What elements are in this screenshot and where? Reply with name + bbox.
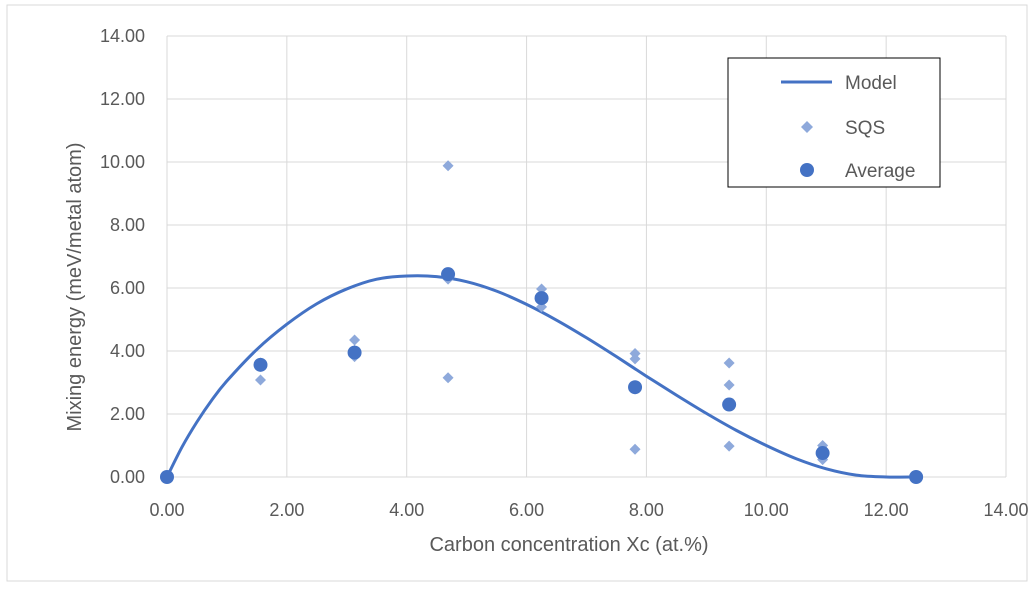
x-tick-label: 12.00 bbox=[864, 500, 909, 520]
sqs-point bbox=[629, 443, 641, 455]
y-axis-label: Mixing energy (meV/metal atom) bbox=[64, 143, 86, 432]
gridlines bbox=[166, 35, 1007, 478]
sqs-point bbox=[442, 372, 454, 384]
x-tick-label: 4.00 bbox=[389, 500, 424, 520]
sqs-point bbox=[629, 353, 641, 365]
legend-sqs-swatch bbox=[801, 121, 813, 133]
x-axis-label: Carbon concentration Xc (at.%) bbox=[429, 534, 708, 556]
sqs-point bbox=[349, 334, 361, 346]
legend-model-label: Model bbox=[845, 73, 897, 94]
x-tick-label: 8.00 bbox=[629, 500, 664, 520]
y-tick-label: 12.00 bbox=[100, 89, 145, 109]
legend-sqs-label: SQS bbox=[845, 118, 885, 139]
sqs-point bbox=[723, 440, 735, 452]
plot-area bbox=[160, 160, 924, 484]
average-point bbox=[909, 470, 924, 484]
x-tick-label: 10.00 bbox=[744, 500, 789, 520]
average-point bbox=[628, 380, 643, 395]
sqs-point bbox=[723, 379, 735, 391]
x-tick-label: 2.00 bbox=[269, 500, 304, 520]
average-point bbox=[160, 470, 174, 484]
y-tick-label: 0.00 bbox=[110, 467, 145, 487]
x-tick-label: 14.00 bbox=[983, 500, 1028, 520]
y-tick-labels: 0.00 2.00 4.00 6.00 8.00 10.00 12.00 14.00 bbox=[100, 26, 145, 487]
average-point bbox=[347, 345, 362, 360]
y-tick-label: 10.00 bbox=[100, 152, 145, 172]
y-tick-label: 14.00 bbox=[100, 26, 145, 46]
average-point bbox=[815, 446, 830, 461]
average-point bbox=[722, 397, 737, 412]
legend-box bbox=[727, 57, 941, 188]
average-point bbox=[534, 291, 549, 306]
y-tick-label: 8.00 bbox=[110, 215, 145, 235]
sqs-point bbox=[254, 374, 266, 386]
legend-average-swatch bbox=[800, 163, 814, 177]
x-tick-label: 0.00 bbox=[149, 500, 184, 520]
legend: Model SQS Average bbox=[727, 57, 941, 188]
x-tick-labels: 0.00 2.00 4.00 6.00 8.00 10.00 12.00 14.00 bbox=[149, 500, 1028, 520]
average-point bbox=[253, 357, 268, 372]
average-point bbox=[441, 267, 456, 282]
model-series-line bbox=[165, 274, 917, 479]
y-tick-label: 2.00 bbox=[110, 404, 145, 424]
x-tick-label: 6.00 bbox=[509, 500, 544, 520]
sqs-point bbox=[442, 160, 454, 172]
y-tick-label: 4.00 bbox=[110, 341, 145, 361]
y-tick-label: 6.00 bbox=[110, 278, 145, 298]
legend-average-label: Average bbox=[845, 161, 915, 182]
sqs-point bbox=[723, 357, 735, 369]
